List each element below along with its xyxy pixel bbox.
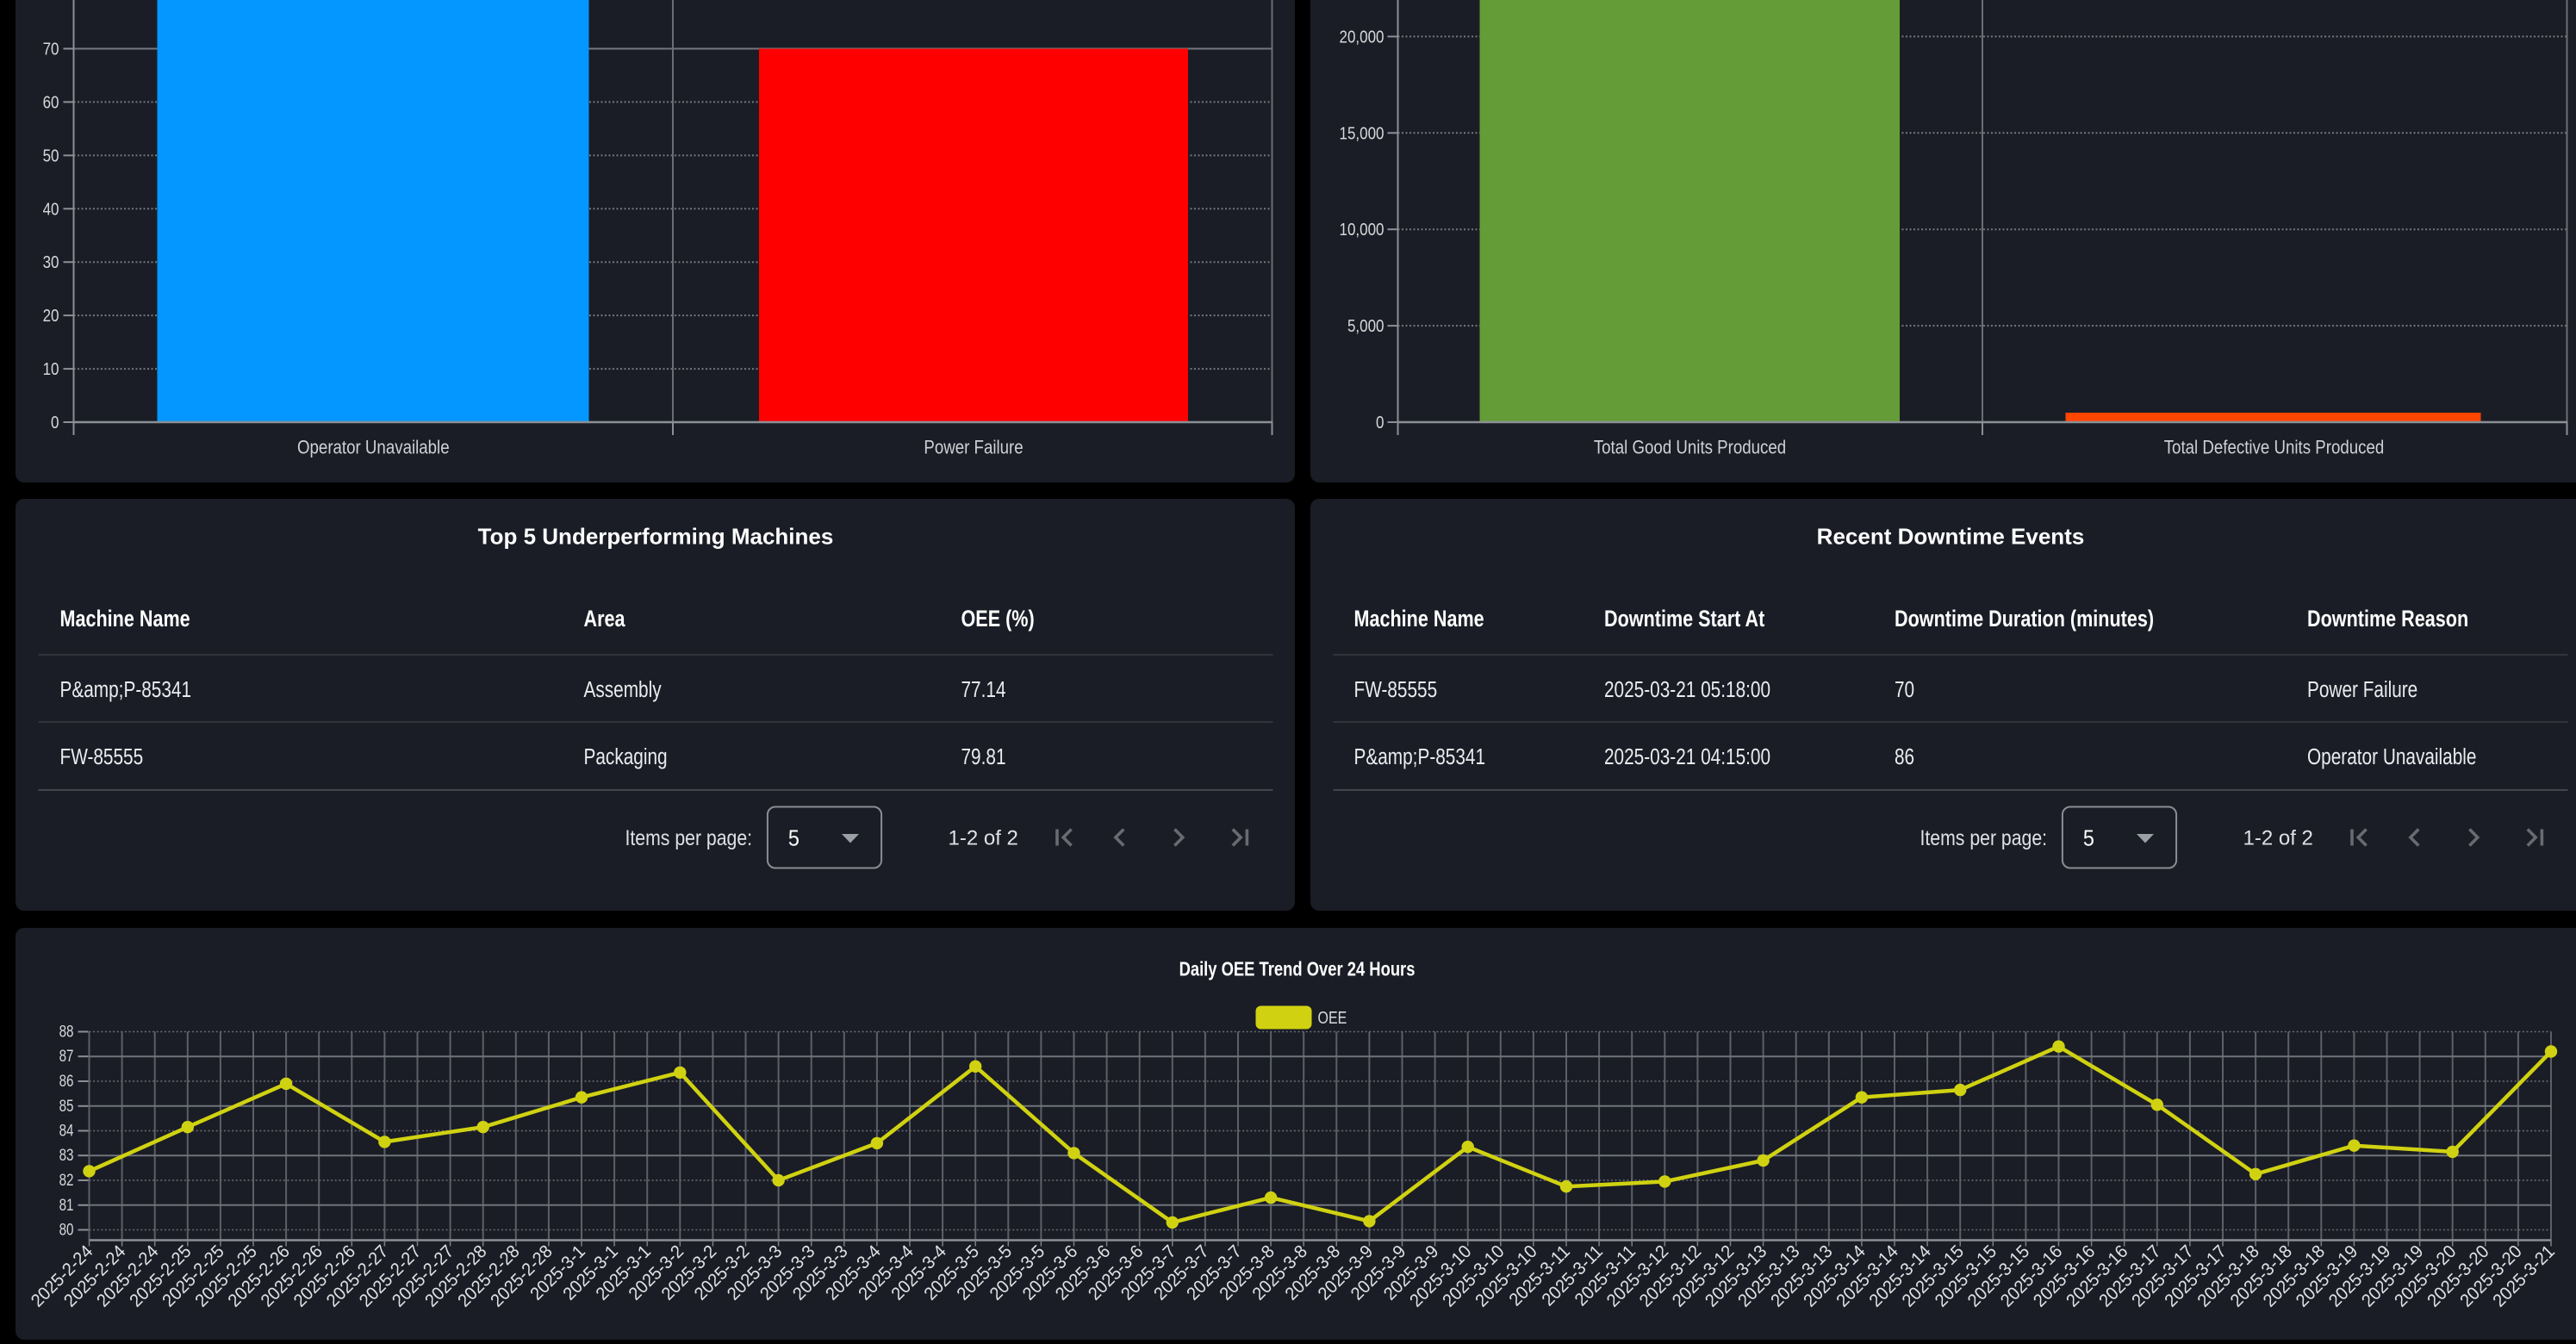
svg-text:Operator Unavailable: Operator Unavailable [296, 438, 449, 458]
svg-text:Downtime Reason: Downtime Reason [2307, 607, 2468, 632]
svg-text:OEE: OEE [1317, 1008, 1347, 1027]
svg-text:86: 86 [59, 1071, 73, 1090]
svg-text:70: 70 [42, 39, 59, 59]
svg-text:2025-03-21 05:18:00: 2025-03-21 05:18:00 [1604, 677, 1770, 702]
svg-text:5,000: 5,000 [1347, 316, 1384, 336]
svg-text:Machine Name: Machine Name [1353, 607, 1484, 632]
svg-text:0: 0 [1376, 413, 1384, 432]
svg-text:0: 0 [51, 413, 59, 432]
svg-text:40: 40 [42, 199, 59, 219]
svg-text:Downtime Start At: Downtime Start At [1604, 607, 1764, 632]
svg-text:2025-03-21 04:15:00: 2025-03-21 04:15:00 [1604, 744, 1770, 769]
svg-text:82: 82 [59, 1170, 73, 1189]
svg-text:Downtime Duration (minutes): Downtime Duration (minutes) [1895, 607, 2154, 632]
svg-text:1-2 of 2: 1-2 of 2 [948, 827, 1017, 850]
svg-text:81: 81 [59, 1195, 73, 1214]
svg-text:Area: Area [583, 607, 625, 632]
svg-text:Operator Unavailable: Operator Unavailable [2307, 744, 2476, 769]
svg-text:Items per page:: Items per page: [1920, 825, 2047, 849]
svg-text:Items per page:: Items per page: [625, 825, 752, 849]
svg-text:10: 10 [42, 359, 59, 379]
svg-text:70: 70 [1895, 677, 1914, 702]
svg-text:20: 20 [42, 306, 59, 326]
svg-text:Daily OEE Trend Over 24 Hours: Daily OEE Trend Over 24 Hours [1179, 958, 1415, 980]
svg-text:Power Failure: Power Failure [924, 438, 1023, 458]
svg-text:83: 83 [59, 1145, 73, 1164]
svg-text:P&amp;P-85341: P&amp;P-85341 [59, 677, 191, 702]
svg-text:86: 86 [1895, 744, 1914, 769]
svg-text:Recent Downtime Events: Recent Downtime Events [1816, 523, 2084, 549]
svg-text:1-2 of 2: 1-2 of 2 [2243, 827, 2312, 850]
svg-text:85: 85 [59, 1096, 73, 1115]
svg-text:84: 84 [59, 1120, 73, 1139]
svg-text:Machine Name: Machine Name [59, 607, 190, 632]
svg-text:OEE (%): OEE (%) [961, 607, 1034, 632]
svg-text:79.81: 79.81 [961, 744, 1005, 769]
svg-text:Total Defective Units Produced: Total Defective Units Produced [2163, 438, 2384, 458]
svg-text:15,000: 15,000 [1339, 123, 1384, 143]
svg-text:P&amp;P-85341: P&amp;P-85341 [1353, 744, 1485, 769]
svg-text:20,000: 20,000 [1339, 27, 1384, 47]
svg-text:60: 60 [42, 92, 59, 112]
svg-text:88: 88 [59, 1021, 73, 1040]
svg-text:5: 5 [787, 826, 799, 850]
svg-text:FW-85555: FW-85555 [59, 744, 143, 769]
svg-text:Top 5 Underperforming Machines: Top 5 Underperforming Machines [477, 523, 833, 549]
svg-text:Total Good Units Produced: Total Good Units Produced [1593, 438, 1785, 458]
svg-text:87: 87 [59, 1046, 73, 1065]
svg-text:77.14: 77.14 [961, 677, 1005, 702]
svg-text:5: 5 [2082, 826, 2094, 850]
svg-text:Assembly: Assembly [583, 677, 661, 702]
svg-text:FW-85555: FW-85555 [1353, 677, 1437, 702]
svg-text:10,000: 10,000 [1339, 220, 1384, 240]
svg-text:50: 50 [42, 146, 59, 165]
svg-text:Power Failure: Power Failure [2307, 677, 2417, 702]
svg-text:80: 80 [59, 1219, 73, 1238]
svg-text:30: 30 [42, 252, 59, 272]
svg-text:Packaging: Packaging [583, 744, 667, 769]
